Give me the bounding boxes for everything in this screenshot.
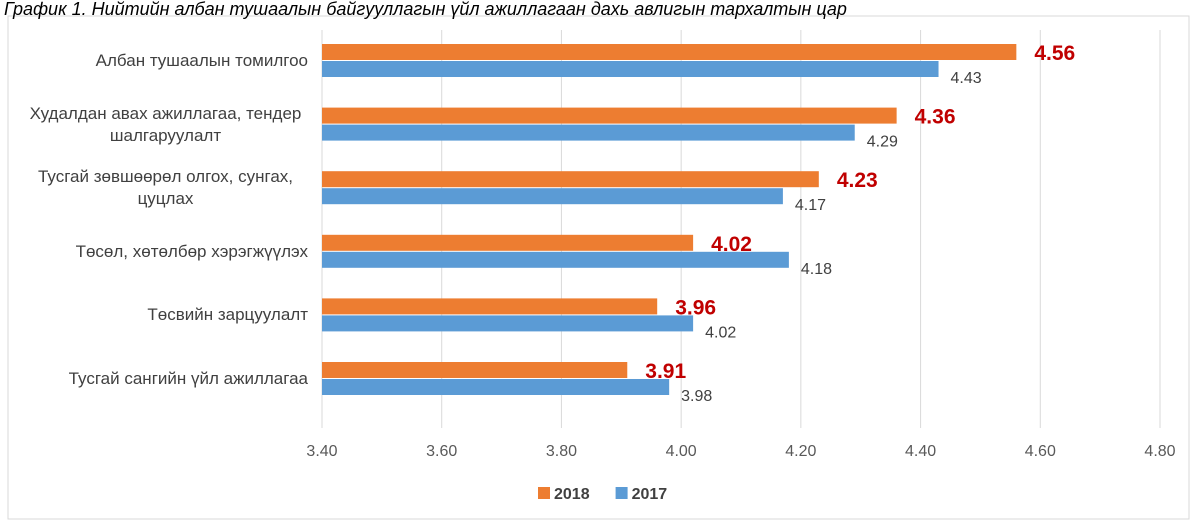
legend-swatch [615, 487, 628, 499]
bar [322, 362, 628, 378]
category-label: Тусгай сангийн үйл ажиллагаа [69, 349, 308, 409]
legend-swatch [538, 487, 550, 499]
data-label: 4.17 [795, 197, 826, 214]
data-label: 3.96 [675, 296, 716, 319]
category-label: Төсөл, хөтөлбөр хэрэгжүүлэх [76, 222, 308, 282]
legend-label: 2017 [632, 486, 668, 503]
data-label: 4.23 [837, 169, 878, 192]
bar [322, 379, 670, 395]
bar [322, 188, 783, 205]
legend-label: 2018 [554, 486, 590, 503]
data-label: 4.43 [951, 70, 982, 87]
x-tick-label: 3.60 [426, 443, 457, 460]
x-tick-label: 4.00 [666, 443, 697, 460]
category-label: Төсвийн зарцуулалт [147, 285, 308, 345]
bar [322, 171, 819, 188]
x-tick-label: 4.40 [905, 443, 936, 460]
data-label: 3.98 [681, 388, 712, 405]
category-text: Албан тушаалын томилгоо [95, 51, 308, 70]
category-label: Албан тушаалын томилгоо [96, 31, 308, 91]
data-label: 4.02 [711, 233, 752, 256]
bar [322, 315, 694, 332]
category-label: Тусгай зөвшөөрөл олгох, сунгах, цуцлах [23, 158, 308, 218]
bar [322, 107, 897, 124]
x-tick-label: 3.40 [306, 443, 337, 460]
bar [322, 44, 1017, 60]
category-text: Төсвийн зарцуулалт [147, 305, 308, 325]
chart-title: График 1. Нийтийн албан тушаалын байгуул… [4, 0, 847, 19]
bar [322, 61, 939, 77]
data-label: 4.02 [705, 324, 736, 341]
data-label: 4.56 [1034, 42, 1075, 65]
category-text: Төсөл, хөтөлбөр хэрэгжүүлэх [75, 241, 308, 261]
data-label: 4.29 [867, 134, 898, 151]
bar [322, 234, 694, 251]
x-tick-label: 3.80 [546, 443, 577, 460]
x-tick-label: 4.60 [1025, 443, 1056, 460]
bar [322, 298, 658, 315]
category-text: Худалдан авах ажиллагаа, тендер шалгаруу… [29, 103, 302, 145]
category-text: Тусгай зөвшөөрөл олгох, сунгах, цуцлах [37, 167, 294, 209]
bar [322, 251, 789, 268]
category-label: Худалдан авах ажиллагаа, тендер шалгаруу… [23, 95, 308, 155]
data-label: 3.91 [645, 360, 686, 383]
data-label: 4.18 [801, 261, 832, 278]
bar [322, 124, 855, 141]
data-label: 4.36 [915, 106, 956, 129]
x-tick-label: 4.20 [785, 443, 816, 460]
x-tick-label: 4.80 [1144, 443, 1175, 460]
category-text: Тусгай сангийн үйл ажиллагаа [68, 369, 308, 388]
chart-border [7, 15, 1190, 520]
